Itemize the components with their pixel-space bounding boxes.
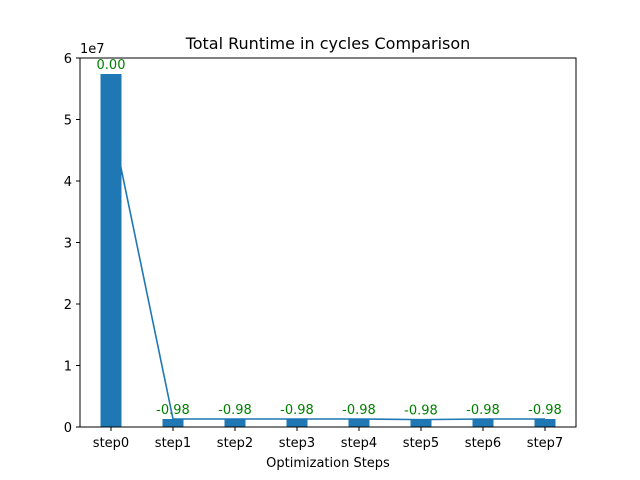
trend-line [110,119,545,421]
data-label-step1: -0.98 [156,403,190,418]
chart-title: Total Runtime in cycles Comparison [185,34,471,53]
data-label-step7: -0.98 [528,403,562,418]
bar-step0 [100,73,122,428]
y-offset-label: 1e7 [80,42,105,57]
x-tick-label-step5: step5 [403,436,439,451]
x-tick-label-step3: step3 [279,436,315,451]
y-tick-label-1: 1 [64,360,72,375]
data-label-step5: -0.98 [404,404,438,419]
data-label-step2: -0.98 [218,403,252,418]
bar-step3 [286,419,308,427]
data-label-step6: -0.98 [466,403,500,418]
bar-step7 [534,419,556,427]
x-axis-label: Optimization Steps [266,456,390,471]
y-tick-label-2: 2 [64,298,72,313]
bar-step1 [162,419,184,427]
data-label-step0: 0.00 [97,58,126,73]
x-tick-label-step4: step4 [341,436,377,451]
bar-step2 [224,419,246,427]
data-label-step4: -0.98 [342,403,376,418]
x-tick-label-step1: step1 [155,436,191,451]
x-tick-label-step7: step7 [527,436,563,451]
bar-step6 [472,419,494,427]
bar-step5 [410,419,432,427]
plot-frame [79,57,577,428]
y-tick-label-0: 0 [64,421,72,436]
bar-step4 [348,419,370,427]
y-tick-label-4: 4 [64,175,72,190]
y-tick-label-3: 3 [64,237,72,252]
x-tick-label-step2: step2 [217,436,253,451]
y-tick-label-6: 6 [64,52,72,67]
data-label-step3: -0.98 [280,403,314,418]
x-tick-label-step0: step0 [93,436,129,451]
x-tick-label-step6: step6 [465,436,501,451]
y-tick-label-5: 5 [64,114,72,129]
